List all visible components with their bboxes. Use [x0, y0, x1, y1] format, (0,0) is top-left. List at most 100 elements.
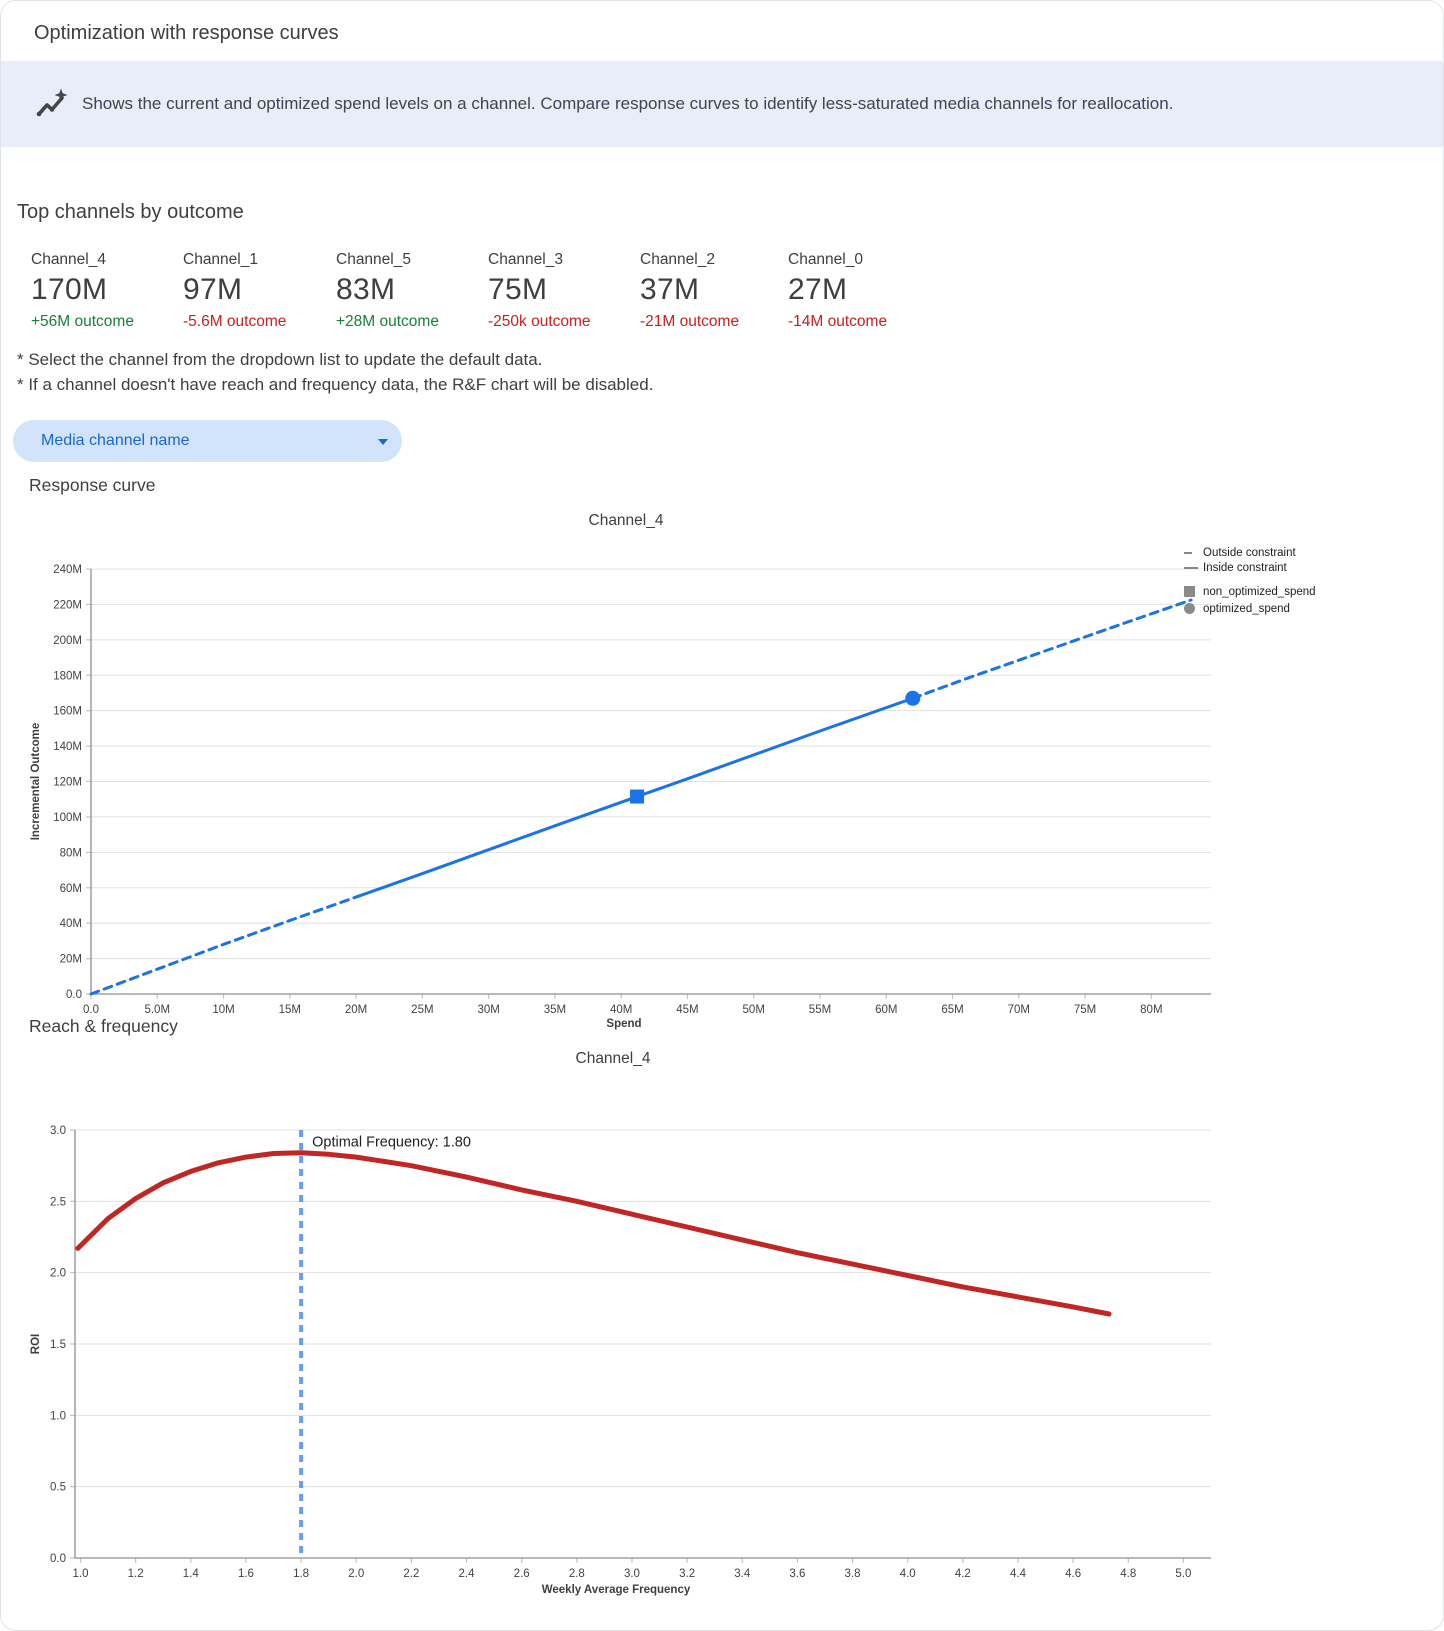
x-tick-label: 4.8 — [1120, 1568, 1136, 1580]
legend-item-outside-constraint[interactable]: Outside constraint — [1184, 545, 1316, 560]
info-banner: Shows the current and optimized spend le… — [1, 61, 1443, 147]
channel-name: Channel_0 — [788, 251, 863, 268]
x-tick-label: 4.4 — [1010, 1568, 1027, 1580]
y-tick-label: 140M — [53, 741, 82, 753]
x-tick-label: 1.8 — [293, 1568, 309, 1580]
x-tick-label: 40M — [610, 1004, 632, 1016]
x-tick-label: 2.4 — [459, 1568, 476, 1580]
y-tick-label: 1.5 — [50, 1339, 66, 1351]
channel-outcome-total: 170M — [31, 273, 108, 306]
series-outside_constraint_low[interactable] — [89, 895, 359, 996]
footnotes: * Select the channel from the dropdown l… — [17, 348, 653, 397]
y-tick-label: 40M — [60, 918, 82, 930]
dashed-line-swatch — [1184, 551, 1203, 554]
x-tick-label: 4.6 — [1065, 1568, 1081, 1580]
x-tick-label: 4.0 — [900, 1568, 916, 1580]
y-tick-label: 1.0 — [50, 1410, 66, 1422]
x-tick-label: 1.4 — [183, 1568, 200, 1580]
media-channel-dropdown[interactable]: Media channel name — [13, 420, 402, 462]
x-tick-label: 75M — [1074, 1004, 1096, 1016]
x-tick-label: 1.2 — [128, 1568, 144, 1580]
chevron-down-icon — [378, 439, 388, 445]
y-tick-label: 120M — [53, 777, 82, 789]
chart-title: Channel_4 — [576, 1050, 651, 1067]
channel-outcome-delta: -5.6M outcome — [183, 313, 287, 330]
x-tick-label: 2.8 — [569, 1568, 585, 1580]
marker-optimized_spend[interactable] — [905, 690, 921, 706]
x-tick-label: 60M — [875, 1004, 897, 1016]
x-tick-label: 4.2 — [955, 1568, 971, 1580]
chart-title: Channel_4 — [589, 512, 664, 529]
channel-name: Channel_1 — [183, 251, 258, 268]
y-tick-label: 2.0 — [50, 1268, 66, 1280]
legend-item-non-optimized-spend[interactable]: non_optimized_spend — [1184, 582, 1316, 601]
y-tick-label: 160M — [53, 706, 82, 718]
y-tick-label: 200M — [53, 635, 82, 647]
x-axis-title: Weekly Average Frequency — [542, 1584, 691, 1596]
x-tick-label: 35M — [544, 1004, 566, 1016]
channel-card: Channel_0 27M -14M outcome — [788, 251, 938, 331]
y-tick-label: 80M — [60, 847, 82, 859]
title-bar: Optimization with response curves — [1, 1, 1443, 61]
legend-item-optimized-spend[interactable]: optimized_spend — [1184, 601, 1316, 616]
channel-outcome-total: 27M — [788, 273, 848, 306]
y-tick-label: 0.0 — [66, 989, 82, 1001]
channel-card: Channel_5 83M +28M outcome — [336, 251, 486, 331]
y-tick-label: 20M — [60, 954, 82, 966]
reach-frequency-heading: Reach & frequency — [29, 1016, 178, 1036]
x-tick-label: 3.2 — [679, 1568, 695, 1580]
x-tick-label: 3.8 — [845, 1568, 861, 1580]
y-axis-title: Incremental Outcome — [30, 723, 42, 841]
y-tick-label: 180M — [53, 670, 82, 682]
channel-card: Channel_3 75M -250k outcome — [488, 251, 638, 331]
legend-item-inside-constraint[interactable]: Inside constraint — [1184, 560, 1316, 575]
response-curve-chart[interactable]: 0.0 20M 40M 60M 80M 100M 120M 140M 160M 180M 200M 2… — [1, 506, 1444, 1036]
x-tick-label: 3.4 — [734, 1568, 751, 1580]
x-tick-label: 1.6 — [238, 1568, 254, 1580]
x-tick-label: 20M — [345, 1004, 367, 1016]
footnote-rf: * If a channel doesn't have reach and fr… — [17, 374, 654, 394]
x-tick-label: 3.6 — [789, 1568, 805, 1580]
channel-outcome-delta: -14M outcome — [788, 313, 888, 330]
reach-frequency-chart[interactable]: 0.0 0.5 1.0 1.5 2.0 2.5 3.0 1.0 1.2 1.4 1.6 1.8 2.0 2… — [1, 1041, 1444, 1631]
channel-name: Channel_5 — [336, 251, 411, 268]
top-channels-heading: Top channels by outcome — [17, 201, 244, 223]
x-tick-label: 2.6 — [514, 1568, 530, 1580]
y-tick-label: 2.5 — [50, 1196, 66, 1208]
channel-outcome-total: 97M — [183, 273, 243, 306]
banner-text: Shows the current and optimized spend le… — [82, 94, 1174, 113]
series-outside_constraint_high[interactable] — [911, 598, 1193, 700]
y-tick-label: 0.5 — [50, 1482, 66, 1494]
x-tick-label: 15M — [279, 1004, 301, 1016]
insights-icon — [36, 88, 68, 117]
page-title: Optimization with response curves — [34, 22, 339, 44]
channel-card: Channel_4 170M +56M outcome — [31, 251, 181, 331]
y-tick-label: 3.0 — [50, 1125, 66, 1137]
channel-outcome-delta: -21M outcome — [640, 313, 740, 330]
x-axis-title: Spend — [606, 1018, 641, 1030]
y-tick-label: 60M — [60, 883, 82, 895]
y-tick-label: 240M — [53, 564, 82, 576]
y-tick-label: 0.0 — [50, 1553, 66, 1565]
x-tick-label: 45M — [676, 1004, 698, 1016]
channel-card: Channel_2 37M -21M outcome — [640, 251, 790, 331]
channel-name: Channel_2 — [640, 251, 715, 268]
x-tick-label: 10M — [212, 1004, 234, 1016]
response-curve-heading: Response curve — [29, 475, 156, 495]
channel-card: Channel_1 97M -5.6M outcome — [183, 251, 333, 331]
marker-non_optimized_spend[interactable] — [630, 789, 645, 804]
footnote-dropdown: * Select the channel from the dropdown l… — [17, 350, 543, 369]
x-tick-label: 65M — [941, 1004, 963, 1016]
channel-outcome-total: 75M — [488, 273, 548, 306]
solid-line-swatch — [1184, 566, 1203, 569]
dropdown-label: Media channel name — [41, 432, 190, 449]
x-tick-label: 55M — [809, 1004, 831, 1016]
y-axis-title: ROI — [30, 1334, 42, 1354]
series-roi_curve[interactable] — [75, 1150, 1112, 1317]
circle-marker-swatch — [1184, 603, 1203, 614]
channel-name: Channel_3 — [488, 251, 563, 268]
x-tick-label: 3.0 — [624, 1568, 640, 1580]
x-tick-label: 50M — [743, 1004, 765, 1016]
x-tick-label: 1.0 — [73, 1568, 89, 1580]
